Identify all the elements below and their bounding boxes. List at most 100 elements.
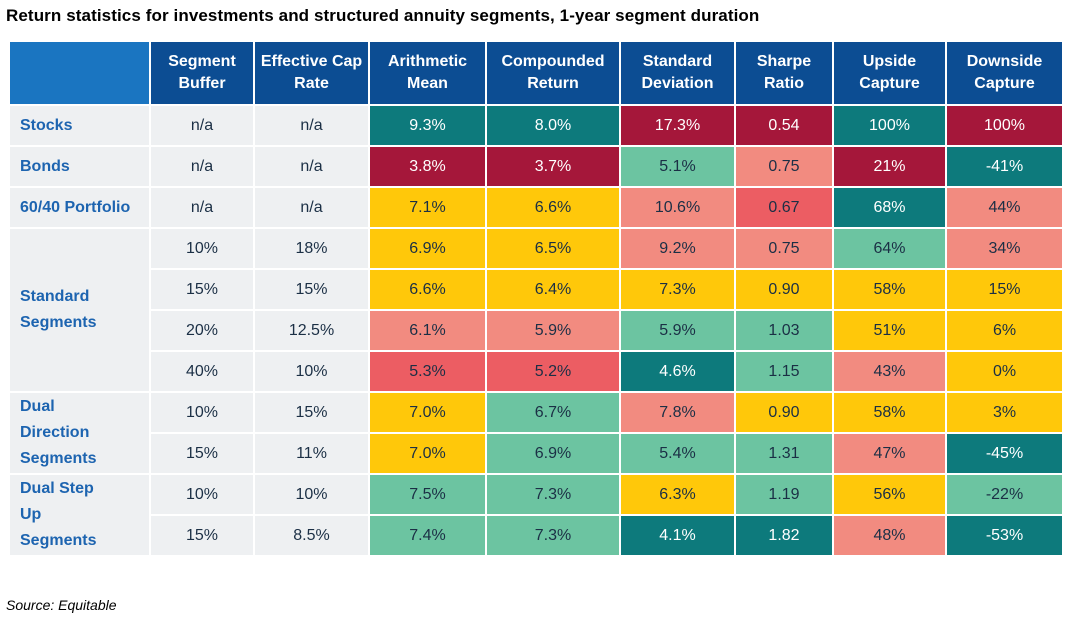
table-row: 15% 11% 7.0% 6.9% 5.4% 1.31 47% -45% bbox=[9, 432, 1064, 475]
table-cell: 18% bbox=[253, 227, 370, 270]
column-header: Standard Deviation bbox=[619, 40, 736, 106]
column-header: Effective Cap Rate bbox=[253, 40, 370, 106]
header-row: Segment Buffer Effective Cap Rate Arithmet… bbox=[8, 40, 1064, 106]
table-cell: 58% bbox=[832, 391, 947, 434]
table-cell: 44% bbox=[945, 186, 1064, 229]
table-cell: -41% bbox=[945, 145, 1064, 188]
table-cell: 1.19 bbox=[734, 473, 834, 516]
table-cell: 7.3% bbox=[485, 514, 621, 557]
table-cell: 21% bbox=[832, 145, 947, 188]
table-cell: 5.4% bbox=[619, 432, 736, 475]
table-cell: 7.0% bbox=[368, 391, 487, 434]
table-cell: 6.5% bbox=[485, 227, 621, 270]
table-cell: 7.8% bbox=[619, 391, 736, 434]
table-cell: -22% bbox=[945, 473, 1064, 516]
table-cell: 6.3% bbox=[619, 473, 736, 516]
table-cell: -45% bbox=[945, 432, 1064, 475]
table-row: Dual Step Up Segments 10% 10% 7.5% 7.3% 6.3% 1… bbox=[8, 473, 1064, 557]
table-cell: 7.5% bbox=[368, 473, 487, 516]
table-cell: 5.2% bbox=[485, 350, 621, 393]
table-cell: n/a bbox=[253, 104, 370, 147]
table-cell: 7.4% bbox=[368, 514, 487, 557]
table-row: 15% 15% 6.6% 6.4% 7.3% 0.90 58% 15% bbox=[9, 268, 1064, 311]
table-row: Stocks n/a n/a 9.3% 8.0% 17.3% 0.54 100% 100% bbox=[8, 104, 1064, 147]
table-cell: 3.7% bbox=[485, 145, 621, 188]
table-cell: 1.31 bbox=[734, 432, 834, 475]
column-header: Arithmetic Mean bbox=[368, 40, 487, 106]
table-cell: n/a bbox=[253, 145, 370, 188]
table-row: 15% 8.5% 7.4% 7.3% 4.1% 1.82 48% -53% bbox=[9, 514, 1064, 557]
table-cell: 6.9% bbox=[485, 432, 621, 475]
table-cell: 6.7% bbox=[485, 391, 621, 434]
table-cell: 6.1% bbox=[368, 309, 487, 352]
table-cell: 6% bbox=[945, 309, 1064, 352]
table-cell: 10.6% bbox=[619, 186, 736, 229]
table-cell: 15% bbox=[945, 268, 1064, 311]
table-cell: 43% bbox=[832, 350, 947, 393]
table-cell: 7.3% bbox=[619, 268, 736, 311]
table-cell: 7.3% bbox=[485, 473, 621, 516]
table-cell: 0.54 bbox=[734, 104, 834, 147]
source-note: Source: Equitable bbox=[6, 597, 117, 613]
column-header: Segment Buffer bbox=[149, 40, 255, 106]
table-title: Return statistics for investments and st… bbox=[6, 6, 760, 25]
table-cell: 12.5% bbox=[253, 309, 370, 352]
column-header: Downside Capture bbox=[945, 40, 1064, 106]
row-label: Dual Step Up Segments bbox=[8, 473, 151, 557]
table-row: Bonds n/a n/a 3.8% 3.7% 5.1% 0.75 21% -41% bbox=[8, 145, 1064, 188]
table-cell: 15% bbox=[149, 432, 255, 475]
table-cell: 5.9% bbox=[619, 309, 736, 352]
table-cell: 56% bbox=[832, 473, 947, 516]
table-cell: 10% bbox=[149, 227, 255, 270]
table-cell: 6.9% bbox=[368, 227, 487, 270]
table-cell: 4.6% bbox=[619, 350, 736, 393]
row-label: Stocks bbox=[8, 104, 151, 147]
table-cell: 10% bbox=[149, 473, 255, 516]
table-cell: 8.5% bbox=[253, 514, 370, 557]
table-cell: 47% bbox=[832, 432, 947, 475]
table-cell: 0.90 bbox=[734, 268, 834, 311]
table-cell: n/a bbox=[149, 104, 255, 147]
table-cell: n/a bbox=[149, 186, 255, 229]
row-label: Bonds bbox=[8, 145, 151, 188]
table-cell: 51% bbox=[832, 309, 947, 352]
table-cell: 1.82 bbox=[734, 514, 834, 557]
table-cell: 0% bbox=[945, 350, 1064, 393]
table-cell: 5.9% bbox=[485, 309, 621, 352]
table-row: 20% 12.5% 6.1% 5.9% 5.9% 1.03 51% 6% bbox=[9, 309, 1064, 352]
table-row: 40% 10% 5.3% 5.2% 4.6% 1.15 43% 0% bbox=[9, 350, 1064, 393]
table-cell: 15% bbox=[253, 391, 370, 434]
table-cell: 15% bbox=[149, 514, 255, 557]
row-label: 60/40 Portfolio bbox=[8, 186, 151, 229]
table-cell: 9.3% bbox=[368, 104, 487, 147]
table-cell: 15% bbox=[253, 268, 370, 311]
header-corner bbox=[8, 40, 151, 106]
table-row: 60/40 Portfolio n/a n/a 7.1% 6.6% 10.6% 0.67 68… bbox=[8, 186, 1064, 229]
table-cell: 1.15 bbox=[734, 350, 834, 393]
table-cell: 100% bbox=[832, 104, 947, 147]
table-cell: 20% bbox=[149, 309, 255, 352]
table-cell: 58% bbox=[832, 268, 947, 311]
table-cell: 17.3% bbox=[619, 104, 736, 147]
table-cell: 100% bbox=[945, 104, 1064, 147]
table-cell: 5.3% bbox=[368, 350, 487, 393]
table-cell: 8.0% bbox=[485, 104, 621, 147]
table-body: Stocks n/a n/a 9.3% 8.0% 17.3% 0.54 100% 100% Bon… bbox=[8, 104, 1064, 557]
table-cell: 6.6% bbox=[485, 186, 621, 229]
column-header: Upside Capture bbox=[832, 40, 947, 106]
table-row: Standard Segments 10% 18% 6.9% 6.5% 9.2% 0.75 6… bbox=[8, 227, 1064, 393]
table-cell: n/a bbox=[149, 145, 255, 188]
table-cell: 7.0% bbox=[368, 432, 487, 475]
table-cell: 4.1% bbox=[619, 514, 736, 557]
table-cell: 3.8% bbox=[368, 145, 487, 188]
row-label: Dual Direction Segments bbox=[8, 391, 151, 475]
table-cell: 40% bbox=[149, 350, 255, 393]
table-cell: 5.1% bbox=[619, 145, 736, 188]
table-cell: 6.4% bbox=[485, 268, 621, 311]
table-cell: 0.75 bbox=[734, 145, 834, 188]
table-cell: 15% bbox=[149, 268, 255, 311]
return-statistics-table: Segment Buffer Effective Cap Rate Arithmet… bbox=[8, 40, 1064, 557]
table-cell: 6.6% bbox=[368, 268, 487, 311]
table-cell: 0.67 bbox=[734, 186, 834, 229]
table-cell: 64% bbox=[832, 227, 947, 270]
